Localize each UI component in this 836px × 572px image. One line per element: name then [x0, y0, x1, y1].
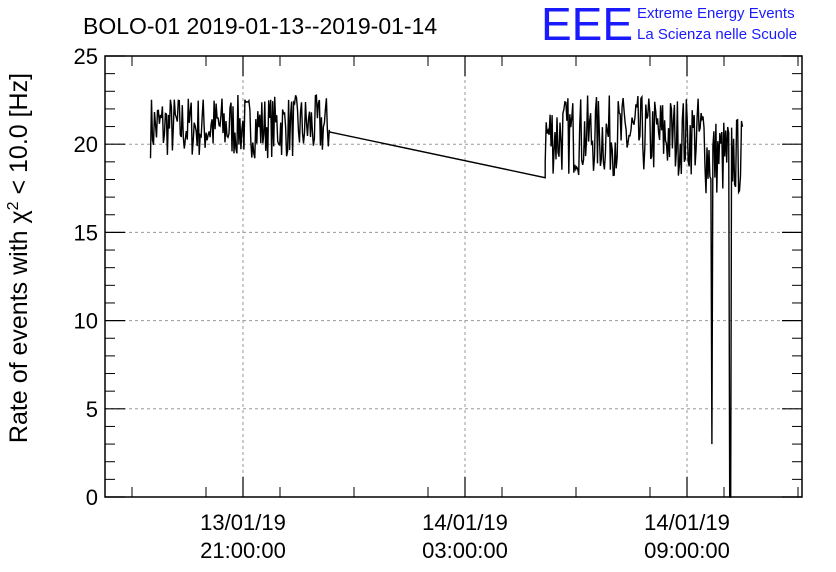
plot-frame [104, 55, 803, 498]
x-tick-time: 03:00:00 [422, 538, 508, 563]
eee-logo-mark: EEE [541, 0, 633, 50]
y-tick-label: 20 [74, 132, 98, 157]
y-tick-label: 25 [74, 44, 98, 69]
x-tick-time: 09:00:00 [644, 538, 730, 563]
y-tick-label: 5 [86, 397, 98, 422]
x-tick-date: 14/01/19 [422, 510, 508, 535]
y-tick-label: 15 [74, 220, 98, 245]
y-tick-label: 0 [86, 485, 98, 510]
eee-logo-line2: La Scienza nelle Scuole [637, 26, 797, 43]
eee-logo: EEE Extreme Energy Events La Scienza nel… [541, 0, 797, 50]
x-tick-labels: 13/01/19 21:00:00 14/01/19 03:00:00 14/01/19… [200, 510, 730, 563]
chart-title: BOLO-01 2019-01-13--2019-01-14 [83, 13, 437, 39]
x-tick-date: 13/01/19 [200, 510, 286, 535]
axis-ticks [105, 55, 802, 498]
x-tick-date: 14/01/19 [644, 510, 730, 535]
y-tick-labels: 0 5 10 15 20 25 [74, 44, 98, 510]
eee-logo-line1: Extreme Energy Events [637, 5, 795, 22]
y-axis-label: Rate of events with χ2 < 10.0 [Hz] [5, 73, 33, 443]
y-tick-label: 10 [74, 309, 98, 334]
x-tick-time: 21:00:00 [200, 538, 286, 563]
series-line [149, 94, 744, 498]
